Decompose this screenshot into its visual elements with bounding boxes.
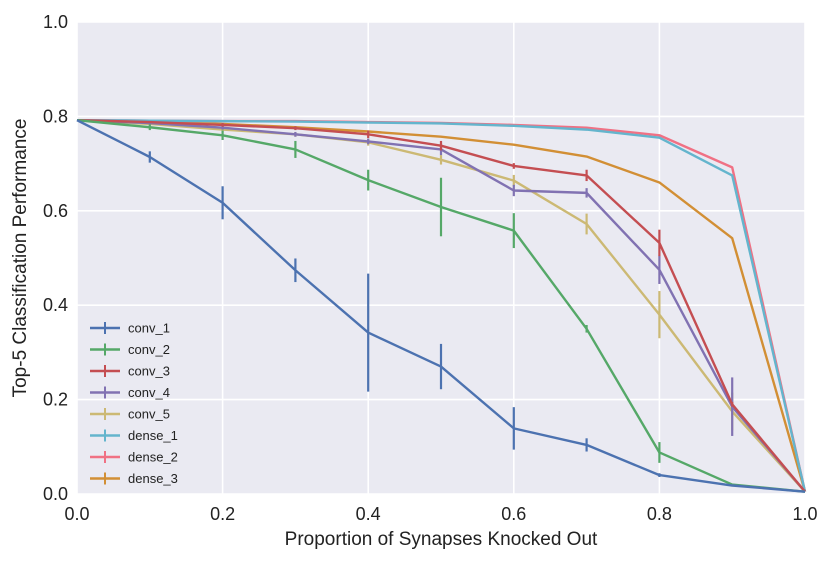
y-tick-label: 0.0	[43, 484, 68, 504]
series-dense_1	[76, 118, 807, 492]
series-conv_3	[76, 118, 806, 493]
y-axis-ticks: 0.0 0.2 0.4 0.6 0.8 1.0	[43, 12, 68, 504]
x-axis-ticks: 0.0 0.2 0.4 0.6 0.8 1.0	[64, 504, 817, 524]
legend-label: dense_1	[128, 428, 178, 443]
y-tick-label: 0.8	[43, 106, 68, 126]
y-tick-label: 0.4	[43, 295, 68, 315]
y-tick-label: 1.0	[43, 12, 68, 32]
legend-label: conv_4	[128, 385, 170, 400]
legend-label: conv_3	[128, 364, 170, 379]
series-line-dense_1	[76, 118, 807, 492]
y-axis-label: Top-5 Classification Performance	[10, 119, 31, 398]
plot-area	[77, 22, 805, 494]
legend-label: conv_5	[128, 407, 170, 422]
legend-item-dense_3: dense_3	[90, 471, 178, 486]
y-tick-label: 0.6	[43, 201, 68, 221]
x-tick-label: 0.0	[64, 504, 89, 524]
legend-label: conv_1	[128, 321, 170, 336]
x-tick-label: 0.4	[356, 504, 381, 524]
legend-label: dense_2	[128, 450, 178, 465]
series-conv_2	[76, 118, 806, 493]
legend-item-conv_1: conv_1	[90, 321, 170, 336]
legend-item-conv_3: conv_3	[90, 364, 170, 379]
data-series	[76, 118, 807, 493]
x-tick-label: 0.6	[501, 504, 526, 524]
legend: conv_1 conv_2 conv_3 conv_4 conv_5 dense_1den…	[90, 321, 178, 486]
x-tick-label: 0.8	[647, 504, 672, 524]
legend-label: dense_3	[128, 471, 178, 486]
legend-item-dense_1: dense_1	[90, 428, 178, 443]
legend-item-conv_2: conv_2	[90, 342, 170, 357]
legend-item-conv_4: conv_4	[90, 385, 170, 400]
series-conv_1	[76, 119, 806, 493]
y-tick-label: 0.2	[43, 390, 68, 410]
legend-item-dense_2: dense_2	[90, 450, 178, 465]
x-tick-label: 0.2	[210, 504, 235, 524]
x-axis-label: Proportion of Synapses Knocked Out	[285, 529, 598, 550]
x-tick-label: 1.0	[792, 504, 817, 524]
legend-item-conv_5: conv_5	[90, 407, 170, 422]
legend-label: conv_2	[128, 342, 170, 357]
